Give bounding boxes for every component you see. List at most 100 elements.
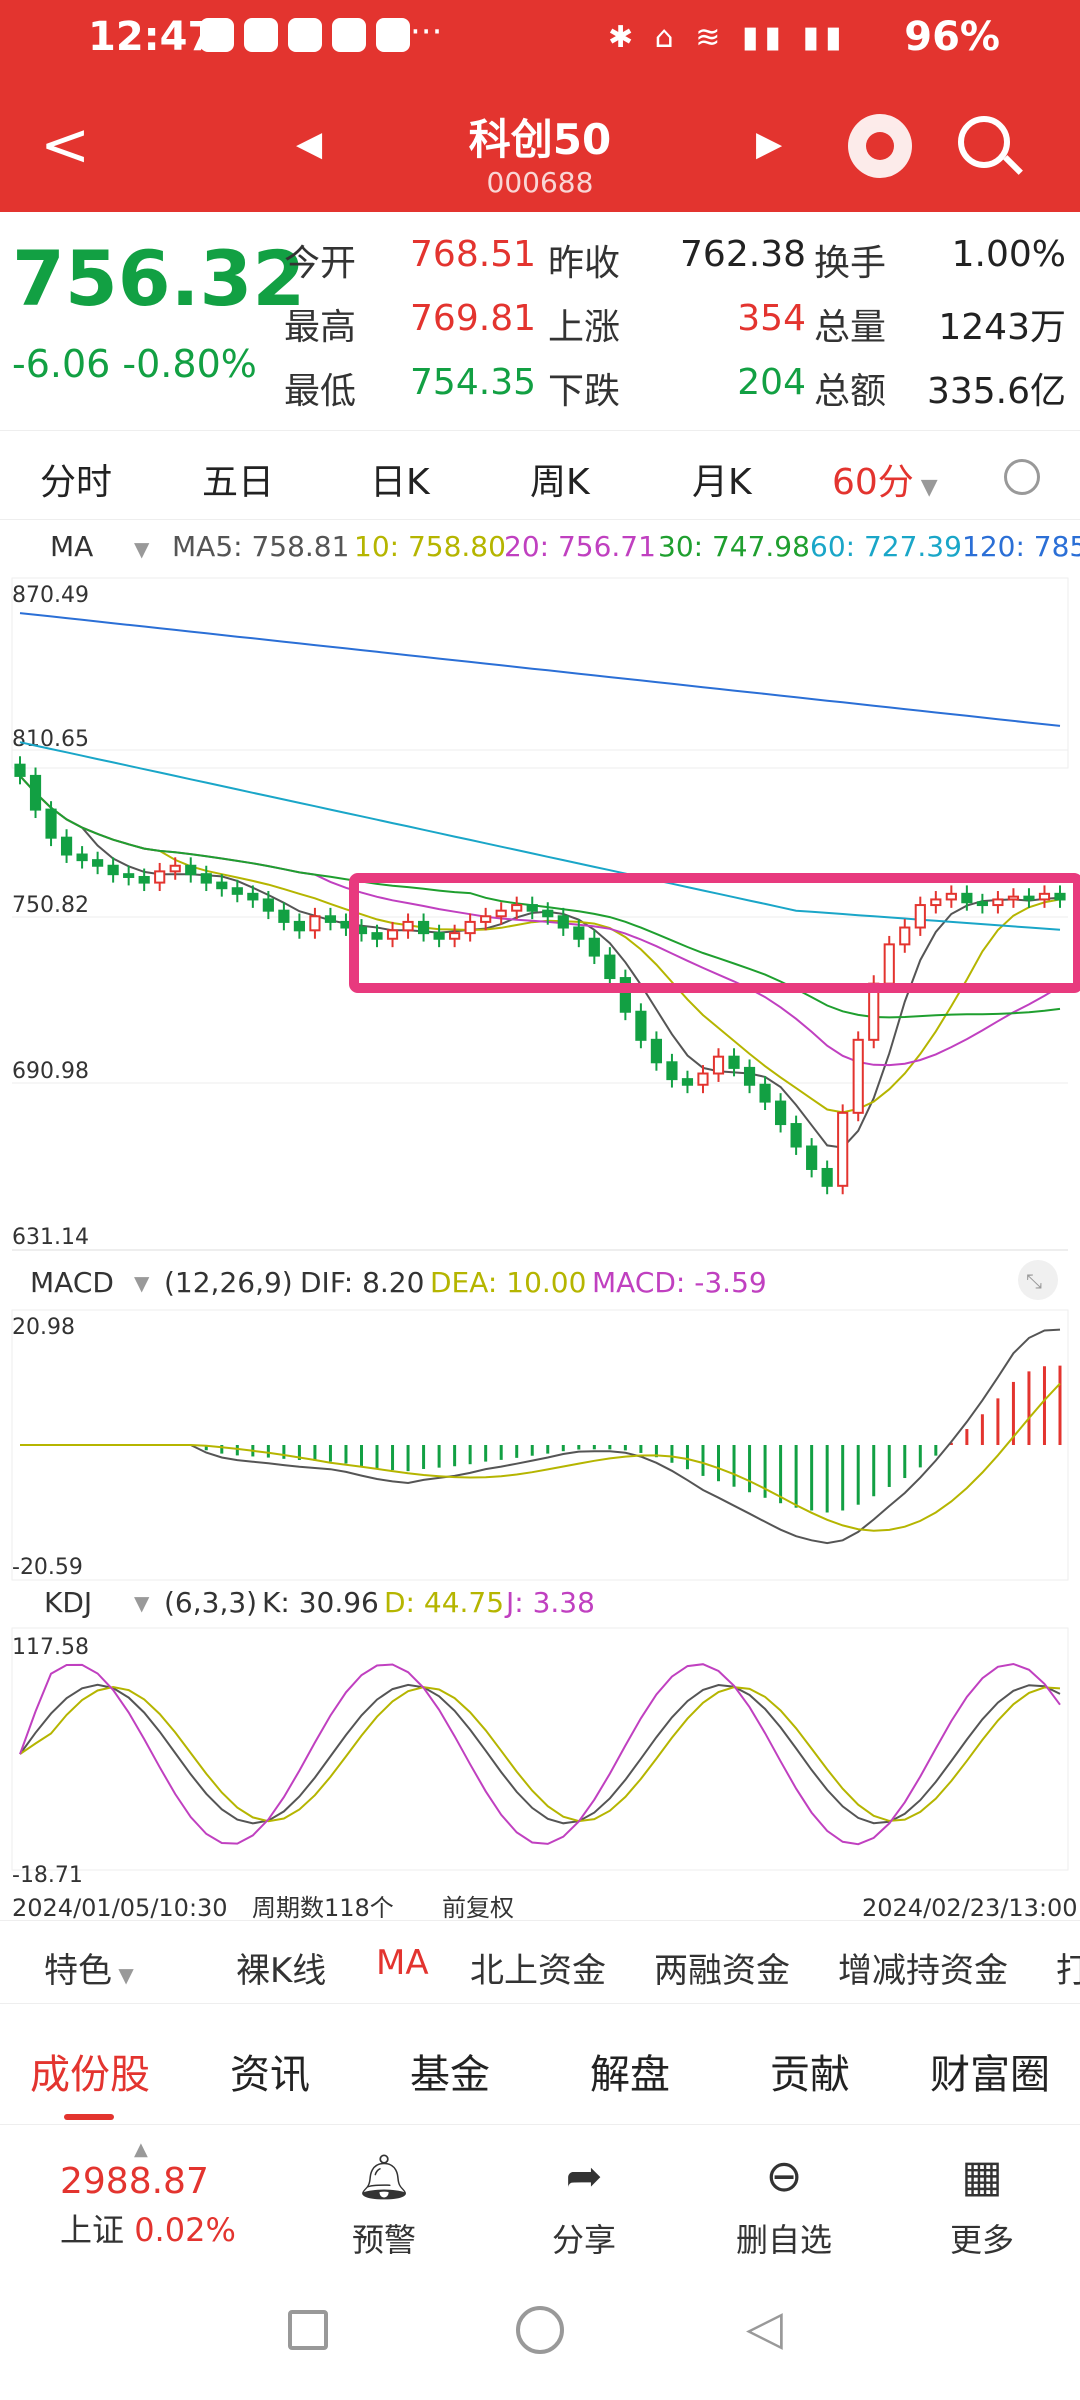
kdj-label[interactable]: KDJ — [44, 1586, 92, 1619]
last-price: 756.32 — [12, 234, 306, 323]
candle-body — [992, 898, 1004, 907]
candle-body — [542, 909, 554, 918]
back-nav-icon[interactable]: ◁ — [746, 2300, 783, 2356]
indicator-ma[interactable]: MA — [376, 1943, 429, 1983]
indicator-northbound[interactable]: 北上资金 — [470, 1951, 606, 1991]
next-stock-icon[interactable]: ▶ — [756, 124, 783, 164]
candle-body — [154, 870, 166, 884]
more-button[interactable]: 更多 — [949, 2221, 1014, 2259]
candle-body — [107, 864, 119, 876]
candle-body — [123, 873, 135, 878]
tab-five-day[interactable]: 五日 — [202, 462, 275, 503]
share-icon[interactable]: ➦ — [565, 2151, 603, 2202]
candle-body — [433, 932, 445, 940]
candle-body — [976, 901, 988, 907]
macd-dif: DIF: 8.20 — [300, 1266, 424, 1299]
indicator-featured[interactable]: 特色 ▼ — [44, 1951, 134, 1991]
candle-body — [806, 1145, 818, 1170]
kdj-lines — [19, 1662, 1061, 1846]
macd-lines — [20, 1328, 1061, 1545]
y-tick: 117.58 — [12, 1635, 89, 1660]
candle-body — [293, 920, 305, 932]
tab-contribution[interactable]: 贡献 — [770, 2052, 850, 2098]
y-tick: 750.82 — [12, 893, 89, 918]
ma-dropdown-icon[interactable]: ▼ — [134, 537, 150, 561]
expand-icon[interactable] — [1018, 1260, 1058, 1300]
stat-label: 总量 — [814, 307, 887, 348]
ma120-value: 120: 785 — [962, 530, 1080, 563]
kdj-frame — [11, 1627, 1069, 1871]
indicator-more[interactable]: 打 — [1056, 1951, 1080, 1991]
tab-analysis[interactable]: 解盘 — [590, 2052, 670, 2098]
minus-circle-icon[interactable]: ⊖ — [765, 2151, 803, 2202]
tab-funds[interactable]: 基金 — [410, 2052, 490, 2098]
alert-button[interactable]: 预警 — [351, 2221, 416, 2259]
period-count: 周期数118个 — [252, 1894, 394, 1920]
grid-icon[interactable]: ▦ — [961, 2151, 1003, 2202]
candle-body — [604, 954, 616, 980]
candle-body — [759, 1083, 771, 1103]
candle-body — [216, 881, 228, 890]
candle-body — [464, 920, 476, 935]
section-tabs: 成份股 资讯 基金 解盘 贡献 财富圈 — [0, 2004, 1080, 2124]
tab-weekly-k[interactable]: 周K — [530, 462, 590, 503]
index-value[interactable]: 2988.87 — [60, 2161, 209, 2202]
candle-body — [185, 864, 197, 876]
share-button[interactable]: 分享 — [551, 2221, 616, 2259]
status-bar: 12:47 ··· ✱ ⌂ ≋ ▮▮ ▮▮ 96% — [0, 0, 1080, 80]
tab-constituents[interactable]: 成份股 — [30, 2052, 150, 2098]
ma-label[interactable]: MA — [50, 530, 93, 563]
candle-body — [480, 915, 492, 923]
candle-body — [961, 892, 973, 904]
kdj-k: K: 30.96 — [262, 1586, 379, 1619]
system-nav-bar: ◁ — [0, 2274, 1080, 2400]
expand-arrow-icon[interactable]: ▲ — [134, 2139, 148, 2160]
tab-daily-k[interactable]: 日K — [370, 462, 430, 503]
stat-value: 204 — [737, 362, 806, 403]
tab-60min[interactable]: 60分 ▼ — [832, 462, 938, 503]
macd-dea-line — [20, 1382, 1061, 1532]
candle-body — [945, 892, 957, 901]
adjust-mode[interactable]: 前复权 — [442, 1894, 514, 1922]
stat-value: 335.6亿 — [926, 371, 1066, 412]
assistant-icon[interactable] — [848, 114, 912, 178]
chart-area[interactable]: MA ▼ MA5: 758.81 10: 758.80 20: 756.71 3… — [0, 520, 1080, 1922]
y-tick: 690.98 — [12, 1059, 89, 1084]
chart-settings-icon[interactable] — [1004, 459, 1040, 495]
back-icon[interactable]: < — [40, 110, 91, 180]
macd-dropdown-icon[interactable]: ▼ — [134, 1271, 150, 1295]
kdj-dropdown-icon[interactable]: ▼ — [134, 1591, 150, 1615]
kdj-d: D: 44.75 — [384, 1586, 504, 1619]
tab-monthly-k[interactable]: 月K — [692, 462, 752, 503]
grid-row — [11, 577, 1069, 769]
tab-news[interactable]: 资讯 — [230, 2052, 310, 2098]
tab-intraday[interactable]: 分时 — [40, 462, 113, 503]
stat-label: 最低 — [284, 371, 357, 412]
candle-body — [1038, 892, 1051, 901]
start-date: 2024/01/05/10:30 — [12, 1894, 228, 1920]
macd-label[interactable]: MACD — [30, 1266, 114, 1299]
candle-body — [417, 920, 430, 935]
indicator-margin[interactable]: 两融资金 — [654, 1951, 790, 1991]
notification-icons — [200, 18, 410, 52]
y-tick: -20.59 — [12, 1555, 83, 1580]
indicator-holdings-change[interactable]: 增减持资金 — [838, 1951, 1008, 1991]
macd-params: (12,26,9) — [164, 1266, 293, 1299]
remove-watchlist-button[interactable]: 删自选 — [735, 2221, 832, 2259]
candle-body — [743, 1066, 756, 1086]
recent-apps-icon[interactable] — [288, 2310, 328, 2350]
home-icon[interactable] — [516, 2306, 564, 2354]
candle-body — [309, 915, 321, 932]
quote-panel: 756.32 -6.06 -0.80% 今开 768.51 昨收 762.38 … — [0, 212, 1080, 424]
prev-stock-icon[interactable]: ◀ — [296, 124, 323, 164]
kdj-k-line — [19, 1683, 1061, 1825]
y-tick: 20.98 — [12, 1315, 75, 1340]
ma-line-120 — [19, 612, 1061, 727]
tab-community[interactable]: 财富圈 — [930, 2052, 1050, 2098]
stat-value: 762.38 — [680, 234, 806, 275]
ma-line-60 — [19, 741, 1061, 931]
bell-icon[interactable]: 🔔︎ — [356, 2152, 412, 2203]
search-icon[interactable] — [958, 116, 1010, 168]
index-change[interactable]: 上证 0.02% — [60, 2211, 236, 2249]
indicator-plain-k[interactable]: 裸K线 — [236, 1951, 327, 1991]
